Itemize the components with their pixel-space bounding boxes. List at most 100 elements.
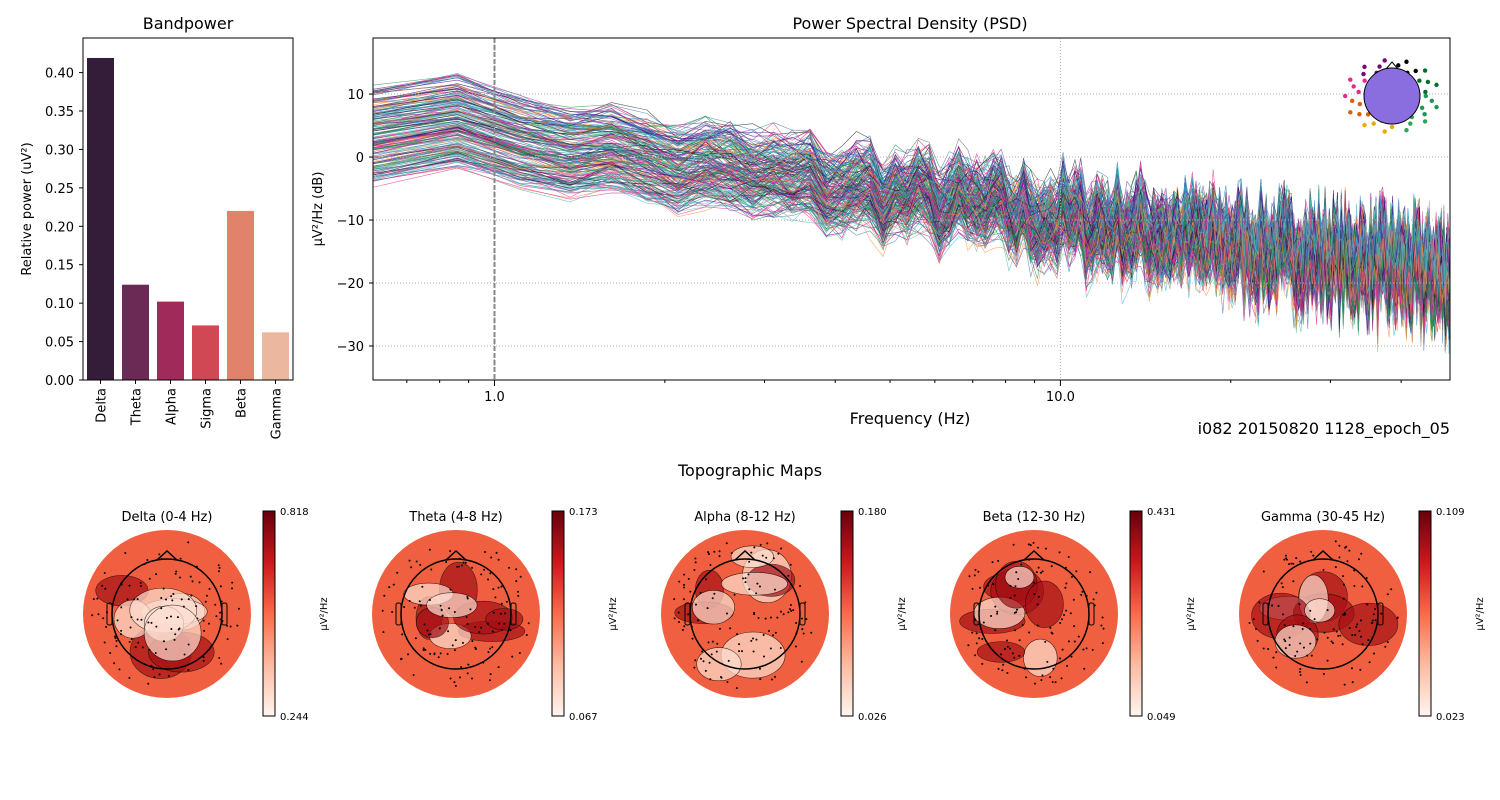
sensor-dot [1284,640,1287,643]
sensor-dot [454,684,457,687]
sensor-dot [1051,680,1054,683]
sensor-dot [1262,570,1265,573]
xtick-label: Alpha [165,388,180,425]
sensor-dot [1365,112,1371,117]
sensor-dot [1073,625,1076,628]
sensor-dot [120,629,123,632]
sensor-dot [187,598,190,601]
colorbar-max: 0.431 [1147,507,1176,518]
contour-blob [1004,566,1035,589]
sensor-dot [681,628,684,631]
sensor-dot [171,599,174,602]
sensor-dot [419,604,422,607]
sensor-dot [91,614,94,617]
sensor-dot [527,622,530,625]
sensor-dot [1368,661,1371,664]
contour-blob [1025,580,1064,628]
sensor-dot [102,617,105,620]
sensor-dot [208,587,211,590]
sensor-dot [764,617,767,620]
ytick-label: 0.40 [45,67,74,82]
sensor-dot [487,578,490,581]
sensor-dot [446,653,449,656]
sensor-dot [1006,671,1009,674]
sensor-dot [753,546,756,549]
sensor-dot [693,666,696,669]
sensor-dot [713,550,716,553]
sensor-dot [694,557,697,560]
sensor-dot [128,640,131,643]
right-ear [1377,602,1384,626]
sensor-dot [1064,586,1067,589]
sensor-dot [207,622,210,625]
sensor-dot [795,622,798,625]
sensor-dot [494,596,497,599]
sensor-dot [203,629,206,632]
sensor-dot [448,607,451,610]
sensor-dot [500,585,503,588]
sensor-dot [789,563,792,566]
sensor-dot [752,650,755,653]
sensor-dot [231,581,234,584]
sensor-dot [747,573,750,576]
sensor-dot [1423,89,1428,95]
sensor-dot [139,581,142,584]
sensor-dot [1085,647,1088,650]
sensor-dot [154,652,157,655]
sensor-dot [160,607,163,610]
sensor-dot [729,627,732,630]
sensor-dot [1061,648,1064,651]
sensor-dot [968,575,971,578]
sensor-dot [997,559,1000,562]
sensor-dot [727,659,730,662]
sensor-dot [413,606,416,609]
sensor-dot [165,648,168,651]
xtick-label: Gamma [270,388,285,439]
sensor-dot [795,632,798,635]
sensor-dot [710,653,713,656]
colorbar-min: 0.023 [1436,712,1465,723]
sensor-dot [219,618,222,621]
sensor-dot [1357,101,1363,107]
colorbar-max: 0.173 [569,507,598,518]
sensor-dot [1014,585,1017,588]
sensor-dot [1342,597,1345,600]
sensor-dot [974,654,977,657]
contour-blob [1023,638,1058,677]
sensor-dot [388,586,391,589]
sensor-dot [769,647,772,650]
sensor-dot [1309,609,1312,612]
sensor-dot [1060,677,1063,680]
sensor-dot [497,558,500,561]
sensor-dot [103,571,106,574]
ytick-label: 10 [347,88,364,103]
sensor-dot [130,638,133,641]
sensor-dot [1362,122,1367,128]
bar-beta [227,210,254,380]
sensor-dot [1091,648,1094,651]
sensor-dot [1028,558,1031,561]
sensor-dot [430,568,433,571]
left-ear [973,602,980,626]
sensor-dot [205,594,208,597]
sensor-dot [750,639,753,642]
sensor-dot [1283,638,1286,641]
sensor-dot [779,646,782,649]
sensor-dot [1058,551,1061,554]
sensor-dot [1001,669,1004,672]
sensor-dot [694,561,697,564]
sensor-dot [437,656,440,659]
sensor-dot [1299,674,1302,677]
sensor-dot [129,626,132,629]
sensor-dot [134,646,137,649]
sensor-dot [130,616,133,619]
sensor-dot [1049,676,1052,679]
ytick-label: −10 [337,214,364,229]
sensor-dot [525,634,528,637]
sensor-dot [219,585,222,588]
sensor-dot [1009,584,1012,587]
sensor-dot [1037,566,1040,569]
sensor-dot [1332,628,1335,631]
sensor-dot [1023,667,1026,670]
